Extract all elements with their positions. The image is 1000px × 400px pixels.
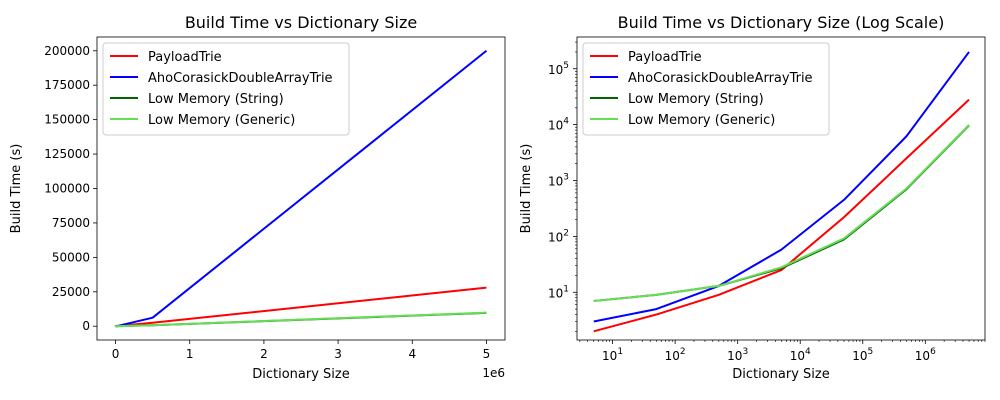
y-tick-label: 105 <box>548 61 569 77</box>
y-tick-label: 50000 <box>52 250 90 264</box>
x-tick-label: 5 <box>483 347 491 361</box>
legend-label: Low Memory (String) <box>148 92 284 107</box>
y-tick-label: 100000 <box>44 182 90 196</box>
x-tick-label: 2 <box>260 347 268 361</box>
y-tick-label: 103 <box>548 173 569 189</box>
y-axis-label: Build Time (s) <box>519 144 534 234</box>
y-tick-label: 150000 <box>44 113 90 127</box>
legend-label: AhoCorasickDoubleArrayTrie <box>148 71 333 86</box>
x-tick-label: 106 <box>915 347 936 363</box>
x-tick-label: 103 <box>727 347 748 363</box>
y-tick-label: 101 <box>548 284 569 300</box>
x-tick-label: 0 <box>112 347 120 361</box>
y-axis-label: Build Time (s) <box>9 144 24 234</box>
y-tick-label: 175000 <box>44 78 90 92</box>
series-line-3 <box>114 311 487 328</box>
x-tick-label: 101 <box>602 347 623 363</box>
x-offset-label: 1e6 <box>482 366 505 380</box>
series-line-0 <box>593 98 970 333</box>
series-line-3 <box>593 124 970 302</box>
legend-label: PayloadTrie <box>628 50 702 65</box>
y-tick-label: 200000 <box>44 44 90 58</box>
y-tick-label: 125000 <box>44 147 90 161</box>
legend-label: AhoCorasickDoubleArrayTrie <box>628 71 813 86</box>
legend-label: Low Memory (Generic) <box>628 113 775 128</box>
x-tick-label: 3 <box>334 347 342 361</box>
plot-frame <box>576 36 986 341</box>
x-tick-label: 105 <box>852 347 873 363</box>
y-tick-label: 102 <box>548 228 569 244</box>
legend-box <box>102 42 350 136</box>
legend-label: PayloadTrie <box>148 50 222 65</box>
chart-linear: Build Time vs Dictionary Size 0 1 2 3 4 5 0 2500… <box>9 13 506 382</box>
x-axis-label: Dictionary Size <box>252 367 350 382</box>
legend-box <box>582 42 830 136</box>
x-tick-label: 104 <box>790 347 811 363</box>
y-tick-label: 25000 <box>52 285 90 299</box>
x-tick-label: 102 <box>665 347 686 363</box>
series-line-1 <box>593 51 970 323</box>
y-tick-label: 75000 <box>52 216 90 230</box>
y-tick-label: 0 <box>82 319 90 333</box>
legend-label: Low Memory (Generic) <box>148 113 295 128</box>
x-axis-label: Dictionary Size <box>732 367 830 382</box>
x-tick-label: 1 <box>186 347 194 361</box>
x-tick-label: 4 <box>408 347 416 361</box>
chart-log: Build Time vs Dictionary Size (Log Scale… <box>519 13 986 382</box>
chart-title: Build Time vs Dictionary Size <box>185 13 417 32</box>
y-tick-label: 104 <box>548 117 569 133</box>
plot-frame <box>96 36 506 341</box>
legend-label: Low Memory (String) <box>628 92 764 107</box>
chart-title: Build Time vs Dictionary Size (Log Scale… <box>618 13 945 32</box>
